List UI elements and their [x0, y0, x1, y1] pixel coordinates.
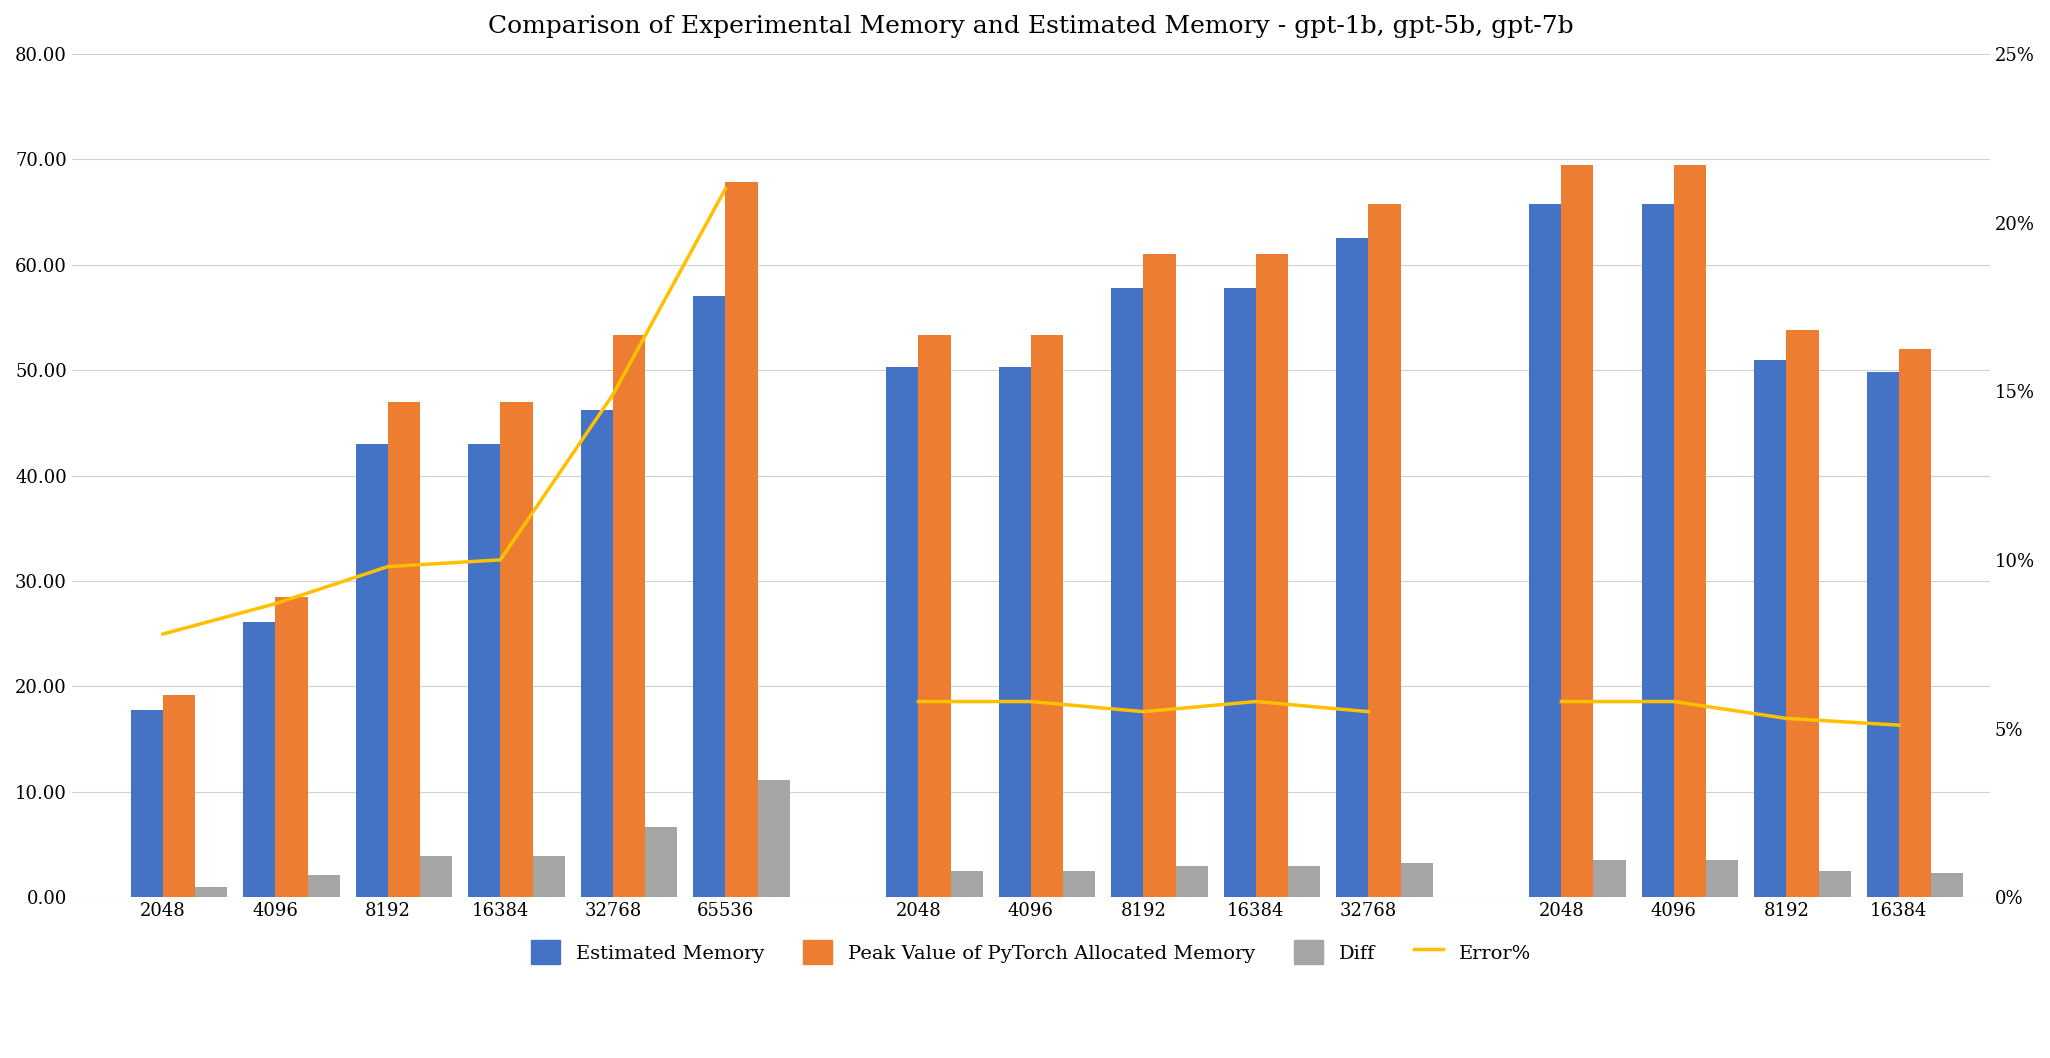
Bar: [1642, 203, 1675, 897]
Bar: [467, 444, 500, 897]
Bar: [1369, 203, 1400, 897]
Bar: [195, 887, 228, 897]
Bar: [162, 695, 195, 897]
Bar: [646, 826, 676, 897]
Bar: [1400, 863, 1433, 897]
Bar: [613, 335, 646, 897]
Bar: [998, 367, 1031, 897]
Bar: [886, 367, 918, 897]
Bar: [500, 402, 533, 897]
Bar: [387, 402, 420, 897]
Bar: [357, 444, 387, 897]
Bar: [1111, 288, 1144, 897]
Bar: [951, 871, 982, 897]
Bar: [918, 335, 951, 897]
Bar: [1593, 860, 1626, 897]
Bar: [1786, 330, 1818, 897]
Bar: [1675, 165, 1706, 897]
Bar: [1931, 873, 1964, 897]
Bar: [1257, 254, 1287, 897]
Bar: [1175, 865, 1207, 897]
Bar: [1224, 288, 1257, 897]
Bar: [1818, 871, 1851, 897]
Bar: [1562, 165, 1593, 897]
Bar: [275, 597, 307, 897]
Bar: [1898, 349, 1931, 897]
Bar: [308, 875, 340, 897]
Bar: [580, 411, 613, 897]
Bar: [1529, 203, 1562, 897]
Bar: [533, 856, 564, 897]
Bar: [1337, 238, 1369, 897]
Bar: [244, 622, 275, 897]
Bar: [131, 710, 162, 897]
Bar: [1144, 254, 1175, 897]
Bar: [726, 182, 758, 897]
Legend: Estimated Memory, Peak Value of PyTorch Allocated Memory, Diff, Error%: Estimated Memory, Peak Value of PyTorch …: [523, 932, 1540, 972]
Bar: [758, 780, 789, 897]
Bar: [1031, 335, 1064, 897]
Bar: [1064, 871, 1095, 897]
Bar: [420, 856, 453, 897]
Bar: [693, 296, 726, 897]
Bar: [1868, 372, 1898, 897]
Bar: [1755, 360, 1786, 897]
Bar: [1287, 865, 1320, 897]
Title: Comparison of Experimental Memory and Estimated Memory - gpt-1b, gpt-5b, gpt-7b: Comparison of Experimental Memory and Es…: [488, 15, 1574, 38]
Bar: [1706, 860, 1738, 897]
